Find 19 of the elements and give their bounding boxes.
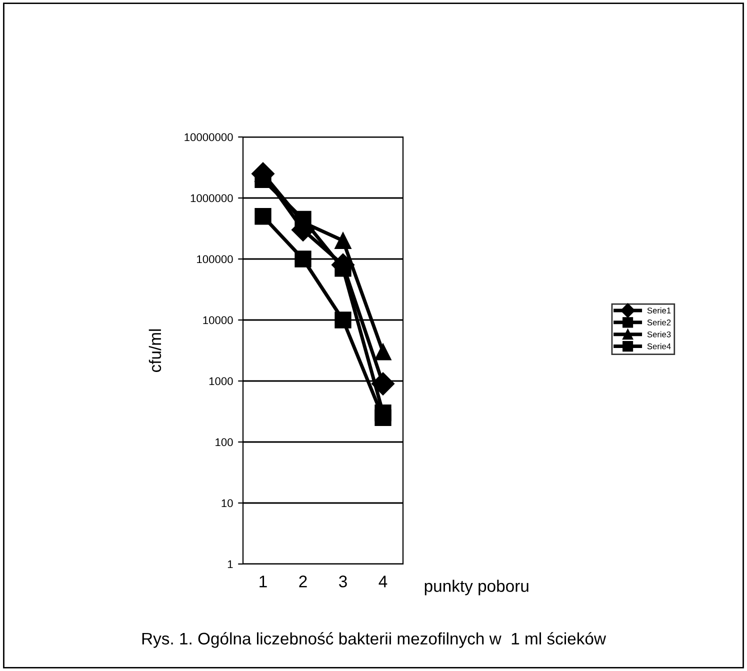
y-axis-title: cfu/ml: [148, 329, 162, 372]
y-tick-label: 10: [222, 499, 233, 508]
y-tick-label: 100: [216, 438, 233, 446]
x-tick-label: 4: [378, 576, 388, 588]
y-tick-label: 10000000: [184, 133, 233, 142]
legend-label: Serie3: [647, 331, 671, 338]
y-tick-label: 100000: [197, 255, 233, 264]
legend-label: Serie2: [647, 319, 671, 326]
x-tick-label: 2: [299, 576, 307, 588]
legend-label: Serie4: [647, 343, 671, 350]
y-tick-label: 10000: [203, 316, 233, 324]
x-tick-label: 1: [260, 576, 267, 588]
y-tick-label: 1000000: [190, 194, 233, 202]
y-tick-label: 1: [228, 560, 233, 568]
text: Rys. 1. Ogólna liczebność bakterii mezofilnych w 1 ml ścieków: [142, 632, 606, 648]
x-axis-title: punkty poboru: [424, 580, 528, 596]
y-tick-label: 1000: [209, 377, 233, 386]
x-tick-label: 3: [339, 576, 347, 588]
legend-label: Serie1: [647, 307, 671, 314]
